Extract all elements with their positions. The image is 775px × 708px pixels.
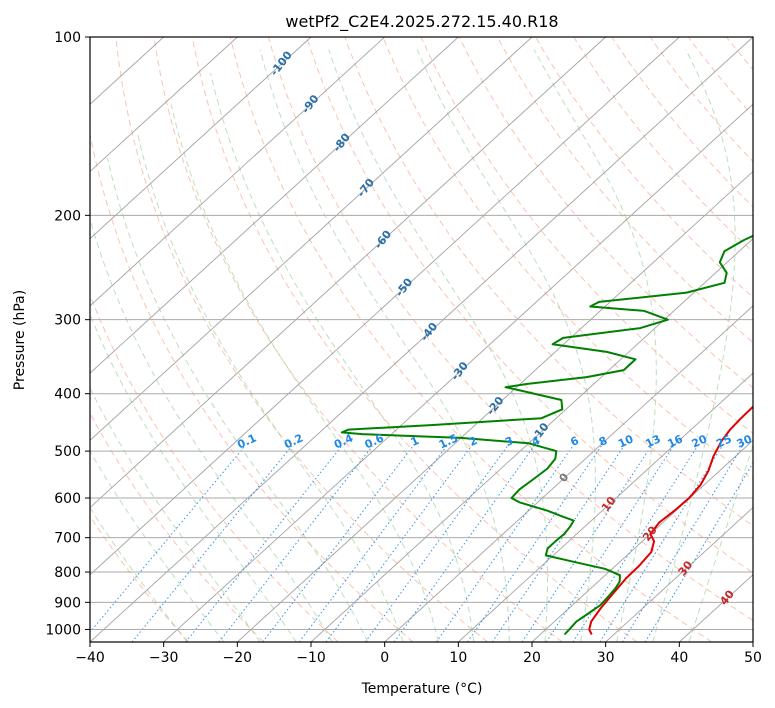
x-axis-label: Temperature (°C) <box>361 681 483 697</box>
dry-adiabat-line <box>90 412 264 642</box>
dry-adiabat-line <box>268 37 753 622</box>
x-tick-label: 10 <box>449 650 467 666</box>
dry-adiabat-line <box>535 37 753 298</box>
plot-frame <box>89 36 754 643</box>
moist-adiabat-line <box>90 450 225 642</box>
moist-adiabat-line <box>688 444 753 642</box>
y-tick-label: 400 <box>54 387 81 403</box>
moist-adiabat-line <box>90 313 297 642</box>
moist-adiabat-line <box>210 72 475 642</box>
mixing-ratio-line <box>545 445 674 642</box>
x-tick-label: 20 <box>523 650 541 666</box>
dry-adiabat-line <box>153 37 563 642</box>
mixing-ratio-label: 30 <box>735 432 755 450</box>
y-tick-label: 500 <box>54 444 81 460</box>
y-tick-label: 800 <box>54 565 81 581</box>
isotherm-line <box>90 37 533 441</box>
x-tick-label: −10 <box>296 650 326 666</box>
dry-adiabat-line <box>90 515 190 642</box>
moist-adiabat-line <box>90 217 333 642</box>
x-tick-label: 40 <box>670 650 688 666</box>
mixing-ratio-line <box>218 445 373 642</box>
moist-adiabat-line <box>652 49 736 642</box>
moist-adiabat-line <box>259 49 510 642</box>
mixing-ratio-line <box>521 445 652 642</box>
dry-adiabat-line <box>115 37 488 642</box>
mixing-ratio-label: 13 <box>643 432 662 450</box>
isotherm-line <box>90 37 459 374</box>
y-tick-label: 600 <box>54 491 81 507</box>
y-tick-label: 200 <box>54 208 81 224</box>
dry-adiabat-line <box>191 37 638 642</box>
mixing-ratio-line <box>364 445 508 642</box>
mixing-ratio-label: 20 <box>690 432 710 450</box>
isotherm-line <box>237 170 753 642</box>
mixing-ratio-line <box>325 445 472 642</box>
isotherm-line <box>90 37 312 240</box>
x-tick-label: −30 <box>149 650 179 666</box>
y-tick-label: 900 <box>54 595 81 611</box>
isotherm-line <box>90 37 753 642</box>
mixing-ratio-line <box>262 445 414 642</box>
mixing-ratio-line <box>90 445 246 633</box>
mixing-ratio-label: 10 <box>616 432 636 450</box>
isotherm-line <box>90 37 385 307</box>
mixing-ratio-label: 25 <box>714 432 733 450</box>
x-tick-label: −40 <box>75 650 105 666</box>
isotherm-line <box>384 305 753 642</box>
x-axis-ticks: −40 −30 −20 −10 0 10 20 30 40 50 <box>75 642 762 666</box>
x-tick-label: 0 <box>380 650 389 666</box>
isotherm-line <box>458 372 753 642</box>
chart-title: wetPf2_C2E4.2025.272.15.40.R18 <box>285 12 558 32</box>
temperature-profile-line <box>588 405 753 635</box>
moist-adiabat-line <box>90 387 261 642</box>
x-tick-label: 50 <box>744 650 762 666</box>
mixing-ratio-line <box>393 445 535 642</box>
isotherm-line <box>605 506 753 642</box>
dewpoint-profile-line <box>340 234 753 636</box>
mixing-ratio-line <box>491 445 625 642</box>
y-tick-label: 100 <box>54 30 81 46</box>
moist-adiabat-line <box>90 506 188 642</box>
dry-adiabat-line <box>306 37 753 574</box>
mixing-ratio-line <box>572 445 698 642</box>
mixing-ratio-line <box>599 445 723 642</box>
y-tick-label: 700 <box>54 531 81 547</box>
mixing-ratio-line <box>298 445 448 642</box>
y-axis-label: Pressure (hPa) <box>12 290 28 390</box>
moist-adiabat-line <box>328 49 549 642</box>
background-lines <box>90 37 753 642</box>
isotherm-line <box>163 103 753 642</box>
dry-adiabat-line <box>90 131 414 642</box>
mixing-ratio-line <box>185 445 343 642</box>
mixing-ratio-label: 16 <box>666 432 686 450</box>
y-tick-label: 1000 <box>45 622 81 638</box>
y-tick-label: 300 <box>54 313 81 329</box>
x-tick-label: −20 <box>223 650 253 666</box>
dry-adiabat-line <box>496 37 753 344</box>
x-tick-label: 30 <box>597 650 615 666</box>
moist-adiabat-line <box>170 104 439 642</box>
isotherm-line <box>90 37 680 576</box>
y-axis-ticks: 1000 900 800 700 600 500 400 300 200 100 <box>45 30 90 638</box>
isotherm-line <box>90 37 606 509</box>
profile-lines <box>340 234 753 636</box>
isotherm-line <box>531 439 753 642</box>
isotherm-line <box>310 238 753 642</box>
dry-adiabat-line <box>382 37 753 481</box>
isotherm-line <box>90 37 238 173</box>
